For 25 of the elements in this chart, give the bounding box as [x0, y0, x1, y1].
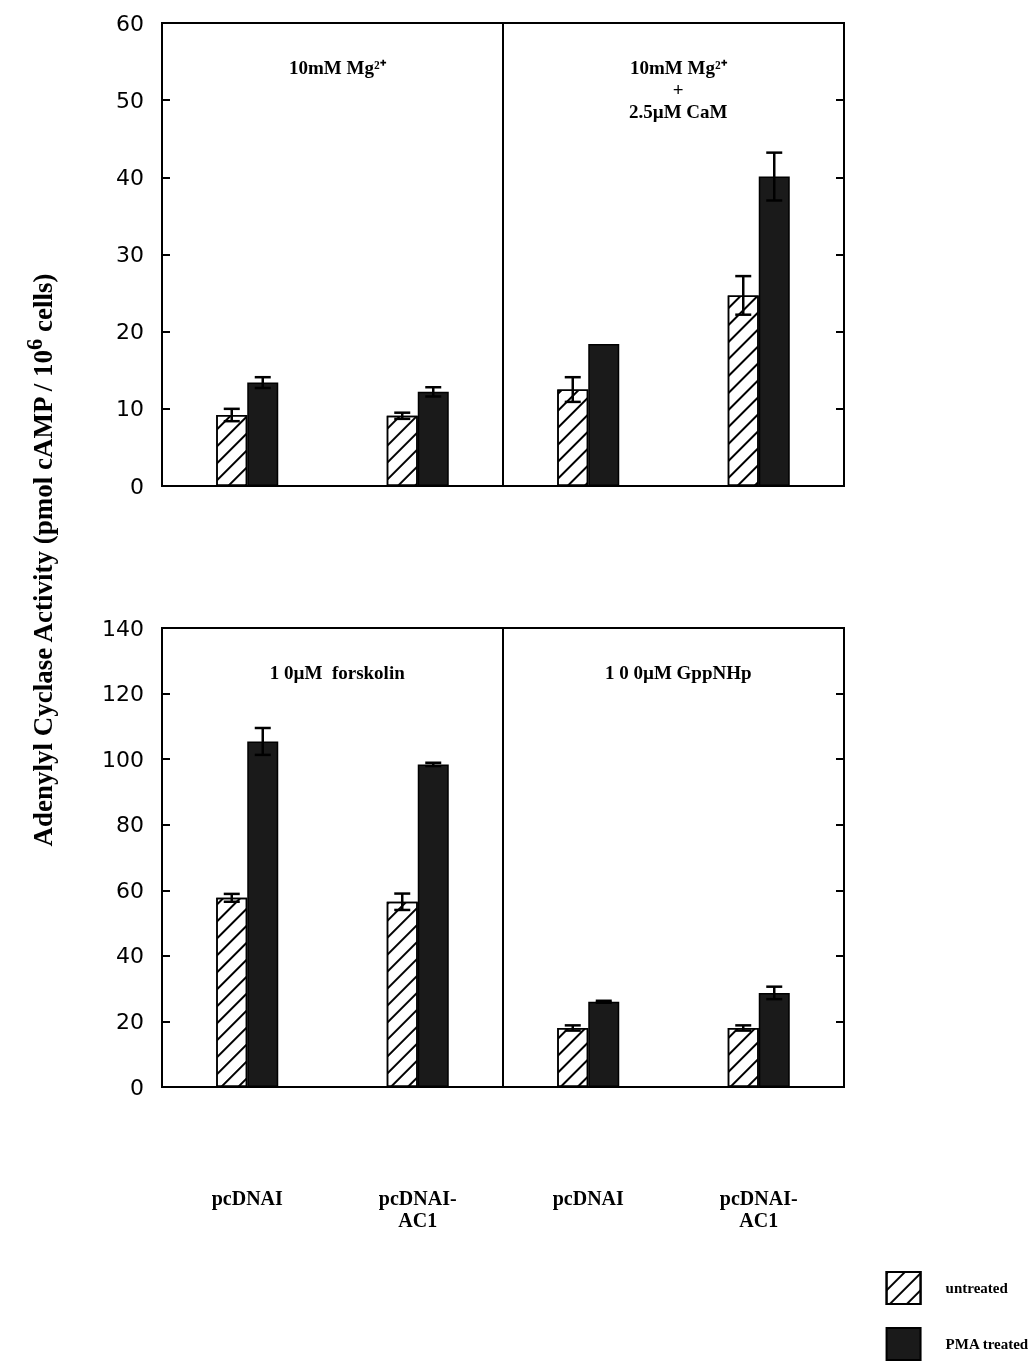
x-tick-label: pcDNAI	[552, 1187, 625, 1210]
y-tick-label: 50	[116, 87, 144, 113]
y-tick-label: 30	[116, 242, 144, 267]
annotation: 1 0 0µM GppNHp	[604, 661, 752, 683]
annotation: 1 0µM forskolin	[269, 661, 406, 683]
y-tick-label: 60	[116, 877, 144, 903]
y-tick-label: 60	[116, 10, 144, 36]
y-tick-label: 80	[116, 812, 144, 838]
y-tick-label: 120	[102, 681, 144, 707]
x-tick-label: pcDNAI	[211, 1187, 284, 1210]
y-tick-label: 10	[116, 396, 144, 422]
y-tick-label: 0	[130, 1074, 144, 1100]
y-tick-label: 140	[102, 615, 144, 641]
y-tick-label: 0	[130, 473, 144, 499]
y-tick-label: 40	[116, 943, 144, 969]
annotation: 10mM Mg²⁺	[288, 56, 387, 78]
y-tick-label: 20	[116, 1008, 144, 1034]
legend-label: PMA treated	[945, 1336, 1029, 1352]
x-tick-label: pcDNAI- AC1	[378, 1187, 457, 1231]
annotation: 10mM Mg²⁺ + 2.5µM CaM	[628, 56, 728, 122]
x-tick-label: pcDNAI- AC1	[719, 1187, 798, 1231]
legend-label: untreated	[945, 1280, 1009, 1296]
y-tick-label: 20	[116, 319, 144, 345]
y-tick-label: 40	[116, 164, 144, 190]
y-tick-label: 100	[102, 746, 144, 772]
